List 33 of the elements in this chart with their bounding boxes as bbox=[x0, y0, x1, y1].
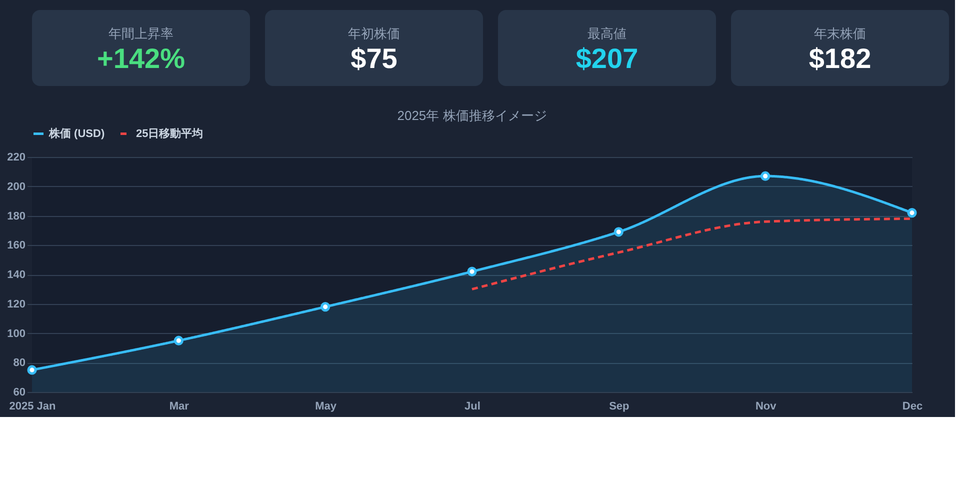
y-tick-label: 180 bbox=[7, 210, 26, 222]
x-tick-label: Jul bbox=[464, 400, 480, 412]
text: $75 bbox=[350, 43, 398, 74]
text: +142% bbox=[97, 43, 186, 74]
point bbox=[614, 227, 624, 237]
text: 年末株価 bbox=[814, 26, 866, 41]
x-tick-label: Mar bbox=[169, 400, 190, 412]
y-tick-label: 60 bbox=[13, 386, 26, 398]
y-tick-label: 220 bbox=[7, 152, 26, 164]
y-tick-label: 160 bbox=[7, 240, 26, 252]
text: 最高値 bbox=[588, 26, 626, 41]
x-tick-label: Sep bbox=[609, 400, 630, 412]
point bbox=[467, 266, 477, 276]
text: 年間上昇率 bbox=[108, 26, 174, 41]
legend-label: 株価 (USD) bbox=[48, 126, 105, 140]
text: $182 bbox=[808, 43, 872, 74]
x-tick-label: Nov bbox=[755, 400, 778, 412]
point bbox=[320, 302, 330, 312]
text: 年初株価 bbox=[348, 26, 400, 41]
y-tick-label: 120 bbox=[7, 298, 26, 310]
point bbox=[760, 171, 770, 181]
point bbox=[174, 336, 184, 346]
point bbox=[907, 208, 917, 218]
x-tick-label: 2025 Jan bbox=[9, 400, 56, 412]
x-tick-label: May bbox=[315, 400, 338, 412]
legend-label: 25日移動平均 bbox=[136, 126, 204, 140]
text: $207 bbox=[576, 43, 638, 74]
y-tick-label: 100 bbox=[7, 328, 26, 340]
chart-title: 2025年 株価推移イメージ bbox=[397, 108, 547, 123]
y-tick-label: 140 bbox=[7, 269, 26, 281]
x-tick-label: Dec bbox=[902, 400, 923, 412]
y-tick-label: 200 bbox=[7, 180, 26, 193]
y-tick-label: 80 bbox=[13, 357, 26, 370]
